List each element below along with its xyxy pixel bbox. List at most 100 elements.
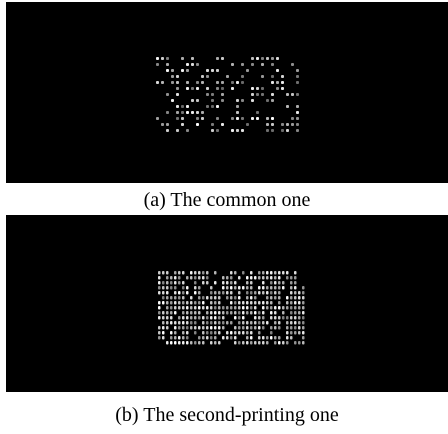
dot [210,291,213,295]
dot [166,286,169,290]
dot [182,336,185,340]
dot [298,296,301,300]
dot [214,291,217,295]
image-a [6,2,448,183]
dot [178,276,181,280]
dot [254,306,257,310]
dot [218,321,221,325]
dot [222,326,225,330]
dot [226,296,229,300]
dot [190,296,193,300]
dot [242,326,245,330]
dot [162,301,165,305]
dot [274,311,277,315]
dot [238,306,241,310]
dot [234,326,237,330]
dot [266,123,269,126]
dot [261,75,264,78]
dot [174,276,177,280]
dot [266,117,269,120]
dot [290,286,293,290]
dot [210,321,213,325]
dot [234,316,237,320]
dot [258,336,261,340]
dot [166,296,169,300]
dot [182,286,185,290]
dot [196,99,199,102]
dot [290,306,293,310]
dot [214,326,217,330]
dot [242,321,245,325]
dot [242,306,245,310]
dot [216,69,219,72]
dot [214,281,217,285]
dot [158,311,161,315]
dot [234,331,237,335]
dot [250,306,253,310]
dot [186,311,189,315]
dot [158,316,161,320]
dot [262,321,265,325]
dot [186,111,189,114]
dot [178,271,181,275]
dot [258,276,261,280]
dot [178,316,181,320]
dot [270,281,273,285]
dot [242,271,245,275]
dot [278,271,281,275]
dot [190,301,193,305]
dot [286,123,289,126]
dot [190,276,193,280]
dot [191,111,194,114]
dot [226,311,229,315]
dot [206,75,209,78]
dot [194,326,197,330]
dot [238,311,241,315]
dot [190,326,193,330]
dot [246,311,249,315]
dot [296,111,299,114]
figure: (a) The common one (b) The second-printi… [0,0,448,434]
dot [254,301,257,305]
dot [210,316,213,320]
dot [234,301,237,305]
dot [281,81,284,84]
dot [222,321,225,325]
dot [281,87,284,90]
dot [266,99,269,102]
dot [166,63,169,66]
dot [242,311,245,315]
dot [278,336,281,340]
dot [176,75,179,78]
dot [170,321,173,325]
dot [186,336,189,340]
dot [198,301,201,305]
dot [298,311,301,315]
dot [206,93,209,96]
dot [250,321,253,325]
dot [214,316,217,320]
dot [294,276,297,280]
dot [158,301,161,305]
dot [278,321,281,325]
dot [222,306,225,310]
dot [274,316,277,320]
dot [274,341,277,345]
dot [262,301,265,305]
dot [158,306,161,310]
dot [216,57,219,60]
dot [186,321,189,325]
dot [198,316,201,320]
dot [186,291,189,295]
dot [250,326,253,330]
dot [182,321,185,325]
dot [266,129,269,132]
dot [262,336,265,340]
dot [210,286,213,290]
dot [286,93,289,96]
dot [238,276,241,280]
dot [216,81,219,84]
dot [166,93,169,96]
dot [286,105,289,108]
dot [246,306,249,310]
